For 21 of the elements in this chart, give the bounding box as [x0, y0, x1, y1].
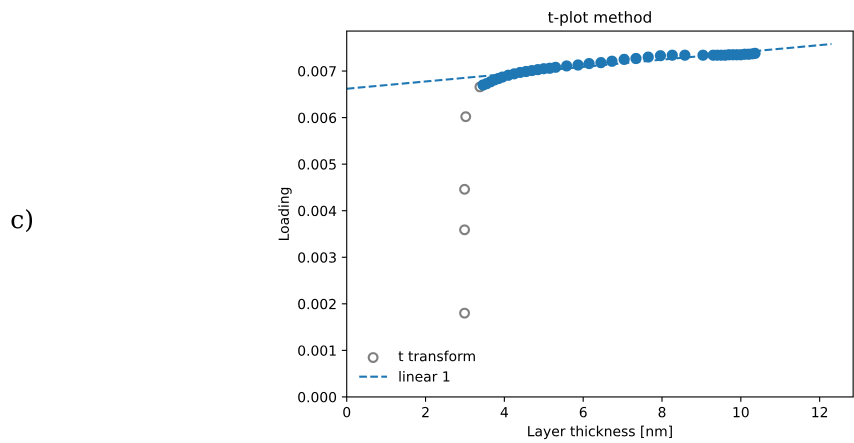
- legend-label: t transform: [398, 350, 475, 362]
- y-tick-label: 0.007: [298, 66, 336, 77]
- x-tick-label: 8: [658, 406, 666, 418]
- x-tick-label: 6: [580, 406, 587, 418]
- x-tick-label: 0: [343, 406, 350, 418]
- y-axis-title: Loading: [278, 188, 292, 240]
- legend-label: linear 1: [399, 370, 450, 382]
- y-tick-label: 0.006: [298, 112, 336, 124]
- x-tick-label: 4: [500, 407, 508, 418]
- text: c): [11, 209, 32, 232]
- x-tick-label: 2: [422, 406, 429, 418]
- y-tick-label: 0.001: [298, 345, 336, 356]
- y-tick-label: 0.004: [298, 206, 336, 216]
- chart-title: t-plot method: [548, 11, 651, 26]
- y-tick-label: 0.003: [298, 252, 336, 263]
- y-tick-label: 0.002: [298, 298, 336, 310]
- x-tick-label: 12: [812, 406, 828, 418]
- y-tick-label: 0.000: [298, 392, 336, 402]
- x-tick-label: 10: [734, 406, 749, 418]
- x-axis-title: Layer thickness [nm]: [528, 426, 672, 440]
- y-tick-label: 0.005: [298, 159, 336, 170]
